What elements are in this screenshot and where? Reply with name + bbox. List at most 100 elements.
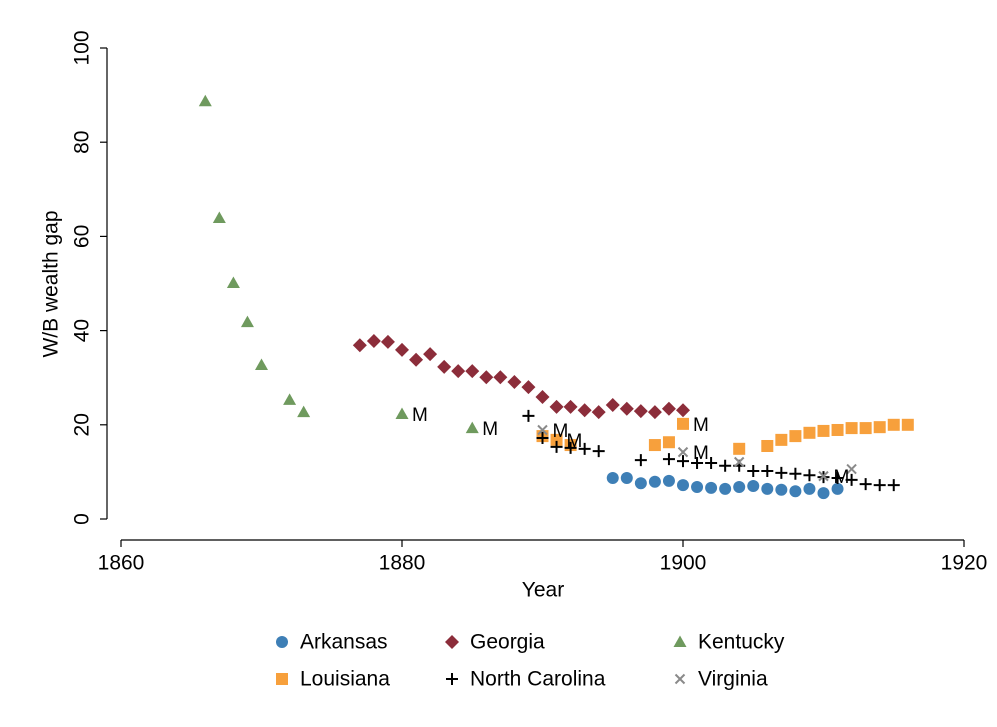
point <box>634 454 647 467</box>
point <box>817 424 830 437</box>
point <box>550 433 563 446</box>
annotation: M <box>553 421 569 442</box>
point <box>648 475 661 488</box>
point <box>564 441 577 454</box>
legend-label: Kentucky <box>698 631 785 654</box>
point <box>549 399 564 414</box>
legend-marker <box>276 673 288 685</box>
point <box>676 403 690 418</box>
point <box>634 477 647 490</box>
point <box>761 482 774 495</box>
point <box>705 481 718 494</box>
y-tick-label: 100 <box>71 30 94 65</box>
point <box>283 393 297 405</box>
x-tick-label: 1880 <box>379 552 426 575</box>
legend-label: Arkansas <box>300 631 388 654</box>
point <box>887 418 900 431</box>
legend-label: Georgia <box>470 631 545 654</box>
point <box>255 358 268 370</box>
point <box>633 404 648 419</box>
point <box>198 94 212 107</box>
point <box>831 423 844 436</box>
y-tick-label: 80 <box>71 131 94 154</box>
point <box>887 479 900 492</box>
point <box>507 374 522 389</box>
point <box>775 466 788 479</box>
point <box>605 398 620 413</box>
point <box>493 370 508 385</box>
point <box>661 401 676 416</box>
point <box>803 426 816 439</box>
x-tick-label: 1920 <box>941 552 988 575</box>
point <box>677 446 689 458</box>
point <box>761 439 774 452</box>
legend-marker <box>445 635 459 649</box>
y-axis-label: W/B wealth gap <box>40 210 63 357</box>
point <box>366 333 381 348</box>
point <box>818 470 829 482</box>
point <box>297 405 311 418</box>
point <box>817 487 830 500</box>
point <box>789 485 802 498</box>
point <box>873 479 886 492</box>
point <box>409 352 424 367</box>
annotation: M <box>693 443 709 464</box>
point <box>789 430 802 443</box>
point <box>522 409 535 422</box>
legend-label: Virginia <box>698 668 768 691</box>
point <box>212 211 226 224</box>
point <box>395 342 409 357</box>
point <box>789 467 802 480</box>
point <box>662 436 675 449</box>
point <box>775 483 788 496</box>
point <box>845 422 858 435</box>
point <box>619 401 634 416</box>
point <box>761 464 774 477</box>
point <box>733 442 746 455</box>
x-axis-label: Year <box>522 579 564 602</box>
point <box>592 445 605 458</box>
point <box>845 473 858 486</box>
point <box>647 405 662 420</box>
x-tick-label: 1860 <box>98 552 145 575</box>
annotation: M <box>482 419 498 440</box>
point <box>578 442 591 455</box>
point <box>831 472 844 485</box>
point <box>705 456 718 469</box>
legend-label: North Carolina <box>470 668 606 691</box>
point <box>395 407 409 419</box>
point <box>537 424 548 436</box>
point <box>352 338 367 353</box>
point <box>479 370 494 385</box>
annotation: M <box>412 405 428 426</box>
point <box>859 478 872 491</box>
y-tick-label: 0 <box>71 513 94 525</box>
point <box>677 417 689 430</box>
legend-label: Louisiana <box>300 668 390 691</box>
point <box>535 390 550 405</box>
point <box>662 474 675 487</box>
point <box>380 334 395 349</box>
point <box>747 464 760 477</box>
point <box>240 315 254 328</box>
point <box>423 347 438 362</box>
point <box>719 482 732 495</box>
point <box>563 399 578 414</box>
point <box>620 472 633 485</box>
x-tick-label: 1900 <box>660 552 707 575</box>
point <box>465 364 480 379</box>
point <box>901 418 914 431</box>
point <box>226 276 240 289</box>
point <box>521 380 536 395</box>
point <box>606 472 619 485</box>
point <box>550 440 563 453</box>
point <box>591 405 606 420</box>
point <box>437 359 452 374</box>
legend-marker <box>276 636 288 648</box>
point <box>691 456 704 469</box>
point <box>691 480 704 493</box>
point <box>846 463 857 475</box>
point <box>859 422 872 435</box>
